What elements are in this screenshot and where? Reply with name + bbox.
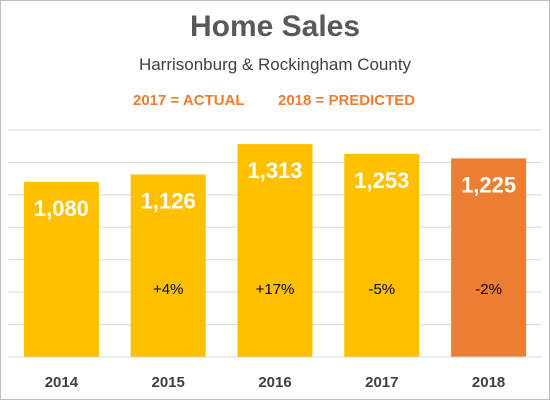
bar-2014 <box>23 181 99 357</box>
value-label-2015: 1,126 <box>141 188 196 213</box>
x-tick-2017: 2017 <box>365 374 398 391</box>
change-label-2016: +17% <box>256 281 295 298</box>
bar-2016 <box>237 144 313 357</box>
value-label-2016: 1,313 <box>247 158 302 183</box>
change-label-2018: -2% <box>475 281 502 298</box>
change-label-2015: +4% <box>153 281 183 298</box>
value-label-2014: 1,080 <box>34 196 89 221</box>
x-tick-2018: 2018 <box>472 374 505 391</box>
x-tick-2015: 2015 <box>152 374 185 391</box>
note-actual: 2017 = ACTUAL <box>133 92 245 109</box>
value-label-2018: 1,225 <box>461 172 516 197</box>
bar-2015 <box>130 174 206 357</box>
value-label-2017: 1,253 <box>354 168 409 193</box>
x-tick-2016: 2016 <box>258 374 291 391</box>
x-tick-2014: 2014 <box>45 374 79 391</box>
change-label-2017: -5% <box>368 281 395 298</box>
chart-subtitle: Harrisonburg & Rockingham County <box>138 55 412 74</box>
bar-2018 <box>451 158 527 357</box>
bar-2017 <box>344 153 420 357</box>
note-predicted: 2018 = PREDICTED <box>278 92 416 109</box>
chart-title: Home Sales <box>189 10 361 43</box>
